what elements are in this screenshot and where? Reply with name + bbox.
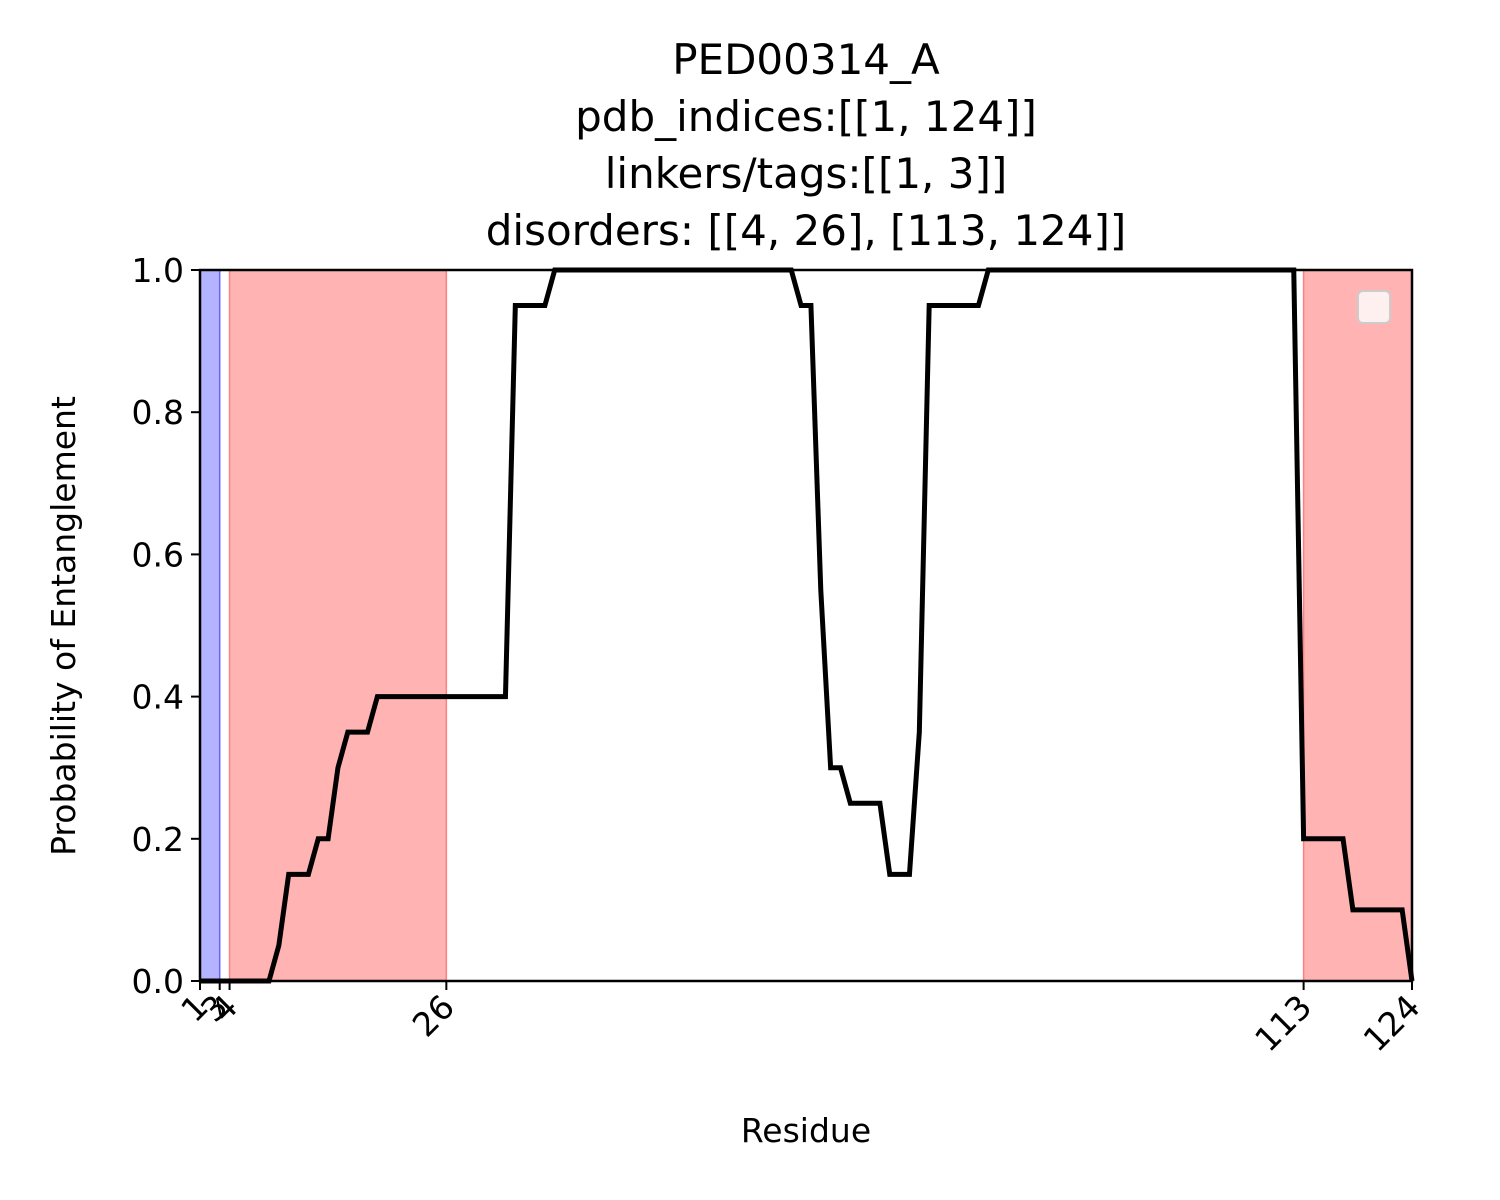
disorder-region-1 [228,269,448,982]
chart-title: PED00314_A pdb_indices:[[1, 124]] linker… [486,35,1127,255]
linker-region-0 [199,269,221,982]
y-tick-label: 0.6 [132,535,184,574]
title-line-2: pdb_indices:[[1, 124]] [575,92,1037,141]
disorder-region-2 [1302,269,1413,982]
y-tick-label: 0.2 [132,820,184,859]
y-axis-label: Probability of Entanglement [44,396,83,856]
legend-box[interactable] [1357,290,1391,324]
y-tick-label: 0.0 [132,962,184,1001]
y-axis: 0.0 0.2 0.4 0.6 0.8 1.0 [132,251,200,1001]
y-tick-label: 0.8 [132,393,184,432]
title-line-3: linkers/tags:[[1, 3]] [605,149,1008,198]
title-line-1: PED00314_A [672,35,940,84]
title-line-4: disorders: [[4, 26], [113, 124]] [486,206,1127,255]
x-axis-label: Residue [741,1111,871,1150]
y-tick-label: 1.0 [132,251,184,290]
plot-frame [198,268,1414,983]
y-tick-label: 0.4 [132,678,184,717]
shaded-regions [199,269,1413,982]
